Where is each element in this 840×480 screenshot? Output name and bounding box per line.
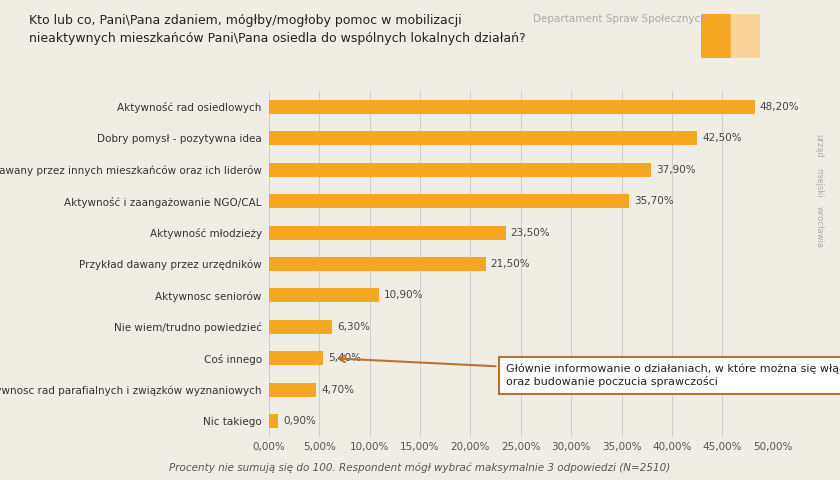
Text: 6,30%: 6,30% <box>338 322 370 332</box>
Text: urząd: urząd <box>815 134 823 158</box>
Text: miejski: miejski <box>815 168 823 198</box>
Text: Kto lub co, Pani\Pana zdaniem, mógłby/mogłoby pomoc w mobilizacji
nieaktywnych m: Kto lub co, Pani\Pana zdaniem, mógłby/mo… <box>29 14 526 46</box>
Bar <box>269 163 651 177</box>
Text: 0,90%: 0,90% <box>283 416 316 426</box>
Text: 23,50%: 23,50% <box>511 228 550 238</box>
Text: 35,70%: 35,70% <box>633 196 674 206</box>
Text: 37,90%: 37,90% <box>656 165 696 175</box>
Text: 5,40%: 5,40% <box>328 353 361 363</box>
Text: Głównie informowanie o działaniach, w które można się włączyć
oraz budowanie poc: Głównie informowanie o działaniach, w kt… <box>339 356 840 387</box>
Bar <box>269 320 333 334</box>
Bar <box>269 257 486 271</box>
Bar <box>269 288 379 302</box>
Text: wrocławia: wrocławia <box>815 206 823 249</box>
Bar <box>269 226 506 240</box>
Text: 48,20%: 48,20% <box>759 102 800 112</box>
Text: 42,50%: 42,50% <box>702 133 742 144</box>
Bar <box>701 14 731 58</box>
Bar <box>731 14 760 58</box>
Bar <box>269 351 323 365</box>
Bar <box>269 194 628 208</box>
Text: 4,70%: 4,70% <box>321 384 354 395</box>
Text: 10,90%: 10,90% <box>384 290 423 300</box>
Bar <box>269 414 278 428</box>
Text: Departament Spraw Społecznych: Departament Spraw Społecznych <box>533 14 707 24</box>
Text: Procenty nie sumują się do 100. Respondent mógł wybrać maksymalnie 3 odpowiedzi : Procenty nie sumują się do 100. Responde… <box>170 462 670 473</box>
Bar <box>269 100 754 114</box>
Text: 21,50%: 21,50% <box>491 259 530 269</box>
Bar <box>269 383 316 397</box>
Bar <box>269 131 697 145</box>
